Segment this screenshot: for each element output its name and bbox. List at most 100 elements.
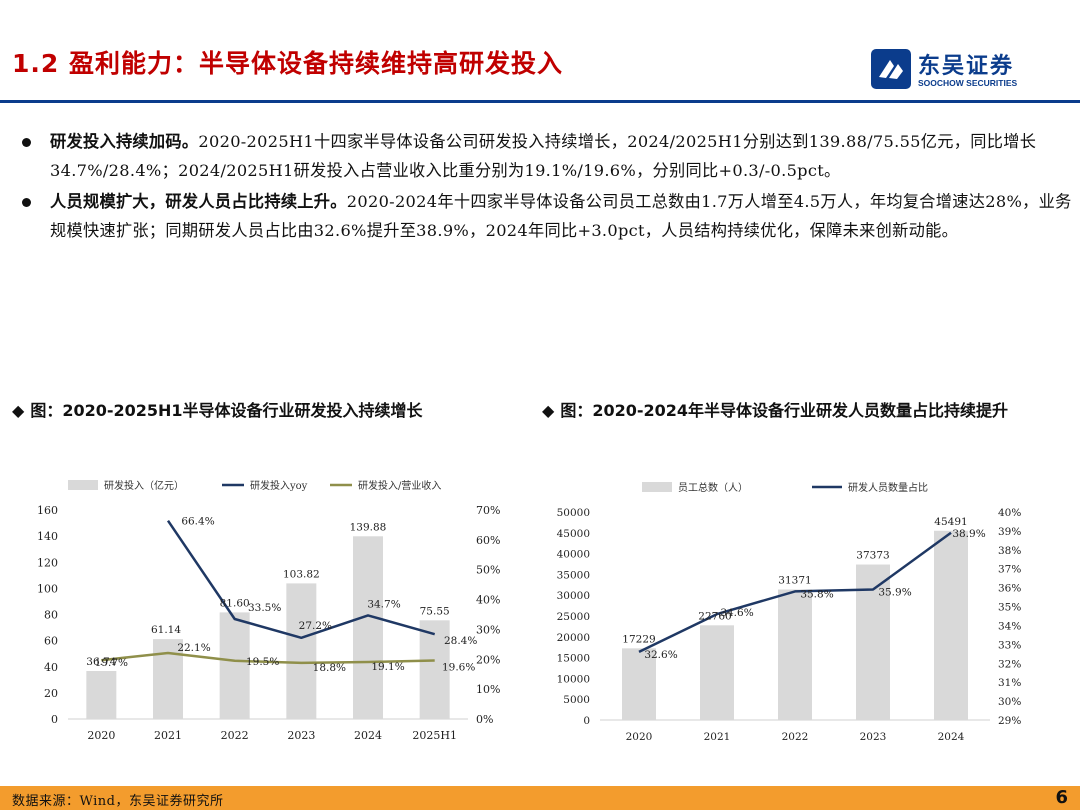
data-label: 34.7%	[367, 598, 400, 610]
y-right-tick-label: 0%	[476, 713, 493, 726]
data-label: 18.8%	[313, 662, 346, 674]
x-tick-label: 2024	[354, 729, 382, 742]
y-left-tick-label: 40	[44, 661, 58, 674]
data-label: 61.14	[151, 624, 181, 636]
y-left-tick-label: 45000	[557, 528, 590, 540]
bar	[353, 536, 383, 719]
bar	[778, 589, 812, 720]
data-label: 28.4%	[444, 635, 477, 647]
x-tick-label: 2020	[87, 729, 115, 742]
data-label: 22.1%	[177, 642, 210, 654]
logo-text-en: SOOCHOW SECURITIES	[918, 78, 1018, 88]
diamond-icon: ◆	[542, 401, 555, 420]
bar	[622, 648, 656, 720]
data-label: 33.5%	[248, 602, 281, 614]
y-right-tick-label: 33%	[998, 639, 1021, 651]
x-tick-label: 2025H1	[412, 729, 457, 742]
chart-caption-right: ◆ 图：2020-2024年半导体设备行业研发人员数量占比持续提升	[542, 396, 1072, 426]
y-right-tick-label: 38%	[998, 545, 1021, 557]
x-tick-label: 2020	[626, 731, 653, 743]
bullet-list: 研发投入持续加码。2020-2025H1十四家半导体设备公司研发投入持续增长，2…	[14, 127, 1074, 247]
y-left-tick-label: 160	[37, 504, 58, 517]
y-left-tick-label: 120	[37, 556, 58, 569]
soochow-logo-icon	[871, 49, 911, 89]
data-label: 31371	[778, 574, 811, 586]
y-left-tick-label: 20000	[557, 632, 590, 644]
bullet-heading: 研发投入持续加码。	[50, 132, 199, 151]
data-label: 45491	[934, 516, 967, 528]
bullet-heading: 人员规模扩大，研发人员占比持续上升。	[50, 192, 347, 211]
bar	[219, 612, 250, 719]
y-left-tick-label: 0	[51, 713, 58, 726]
y-left-tick-label: 20	[44, 687, 58, 700]
y-left-tick-label: 35000	[557, 569, 590, 581]
y-left-tick-label: 0	[583, 715, 590, 727]
data-label: 139.88	[350, 521, 387, 533]
series-line	[101, 651, 435, 665]
bar	[419, 620, 450, 719]
y-left-tick-label: 30000	[557, 590, 590, 602]
data-label: 75.55	[420, 605, 450, 617]
legend-label: 研发投入（亿元）	[104, 479, 184, 492]
legend-label: 研发人员数量占比	[848, 481, 928, 494]
data-label: 34.6%	[720, 607, 753, 619]
y-right-tick-label: 34%	[998, 620, 1021, 632]
legend-label: 研发投入yoy	[250, 479, 308, 492]
y-right-tick-label: 32%	[998, 658, 1021, 670]
data-label: 19.6%	[442, 661, 475, 673]
y-right-tick-label: 50%	[476, 564, 500, 577]
data-label: 35.8%	[800, 588, 833, 600]
y-right-tick-label: 36%	[998, 583, 1021, 595]
y-right-tick-label: 37%	[998, 564, 1021, 576]
x-tick-label: 2021	[704, 731, 731, 743]
chart-caption-left: ◆ 图：2020-2025H1半导体设备行业研发投入持续增长	[12, 396, 522, 426]
y-right-tick-label: 20%	[476, 653, 500, 666]
data-source: 数据来源：Wind，东吴证券研究所	[12, 794, 224, 809]
footer-bar: 数据来源：Wind，东吴证券研究所 6	[0, 786, 1080, 810]
bullet-item: 人员规模扩大，研发人员占比持续上升。2020-2024年十四家半导体设备公司员工…	[14, 187, 1074, 245]
page-number: 6	[1055, 787, 1068, 808]
y-right-tick-label: 31%	[998, 677, 1021, 689]
y-left-tick-label: 15000	[557, 653, 590, 665]
y-right-tick-label: 35%	[998, 602, 1021, 614]
chart-caption-left-text: 图：2020-2025H1半导体设备行业研发投入持续增长	[30, 401, 423, 420]
data-label: 81.60	[220, 597, 250, 609]
data-label: 32.6%	[644, 649, 677, 661]
series-line	[166, 519, 436, 640]
bullet-body: 2020-2025H1十四家半导体设备公司研发投入持续增长，2024/2025H…	[50, 132, 1037, 180]
data-label: 22760	[698, 610, 731, 622]
x-tick-label: 2022	[221, 729, 249, 742]
bullet-item: 研发投入持续加码。2020-2025H1十四家半导体设备公司研发投入持续增长，2…	[14, 127, 1074, 185]
legend-swatch	[68, 480, 98, 490]
bar	[700, 625, 734, 720]
data-label: 27.2%	[299, 620, 332, 632]
data-label: 19.7%	[95, 657, 128, 669]
bullet-icon	[22, 198, 31, 207]
legend-label: 研发投入/营业收入	[358, 479, 441, 492]
series-line	[638, 531, 952, 654]
y-left-tick-label: 5000	[563, 694, 590, 706]
y-right-tick-label: 10%	[476, 683, 500, 696]
diamond-icon: ◆	[12, 401, 25, 420]
legend-swatch	[642, 482, 672, 492]
chart-caption-right-text: 图：2020-2024年半导体设备行业研发人员数量占比持续提升	[560, 401, 1009, 420]
x-tick-label: 2023	[287, 729, 315, 742]
x-tick-label: 2021	[154, 729, 182, 742]
y-left-tick-label: 80	[44, 609, 58, 622]
y-right-tick-label: 40%	[476, 594, 500, 607]
brand-logo: 东吴证券 SOOCHOW SECURITIES	[870, 48, 1040, 92]
bullet-text: 研发投入持续加码。2020-2025H1十四家半导体设备公司研发投入持续增长，2…	[50, 127, 1074, 185]
y-right-tick-label: 30%	[998, 696, 1021, 708]
data-label: 35.9%	[878, 587, 911, 599]
y-left-tick-label: 140	[37, 530, 58, 543]
x-tick-label: 2022	[782, 731, 809, 743]
bar	[86, 671, 117, 719]
data-label: 19.1%	[371, 661, 404, 673]
y-left-tick-label: 100	[37, 582, 58, 595]
x-tick-label: 2023	[860, 731, 887, 743]
y-right-tick-label: 29%	[998, 715, 1021, 727]
y-left-tick-label: 50000	[557, 507, 590, 519]
data-label: 37373	[856, 550, 889, 562]
data-label: 17229	[622, 633, 655, 645]
rd-investment-chart: 0 20 40 60 80 100 120 140 160 0% 10% 20% 30% 40% 50% 60…	[37, 479, 500, 742]
